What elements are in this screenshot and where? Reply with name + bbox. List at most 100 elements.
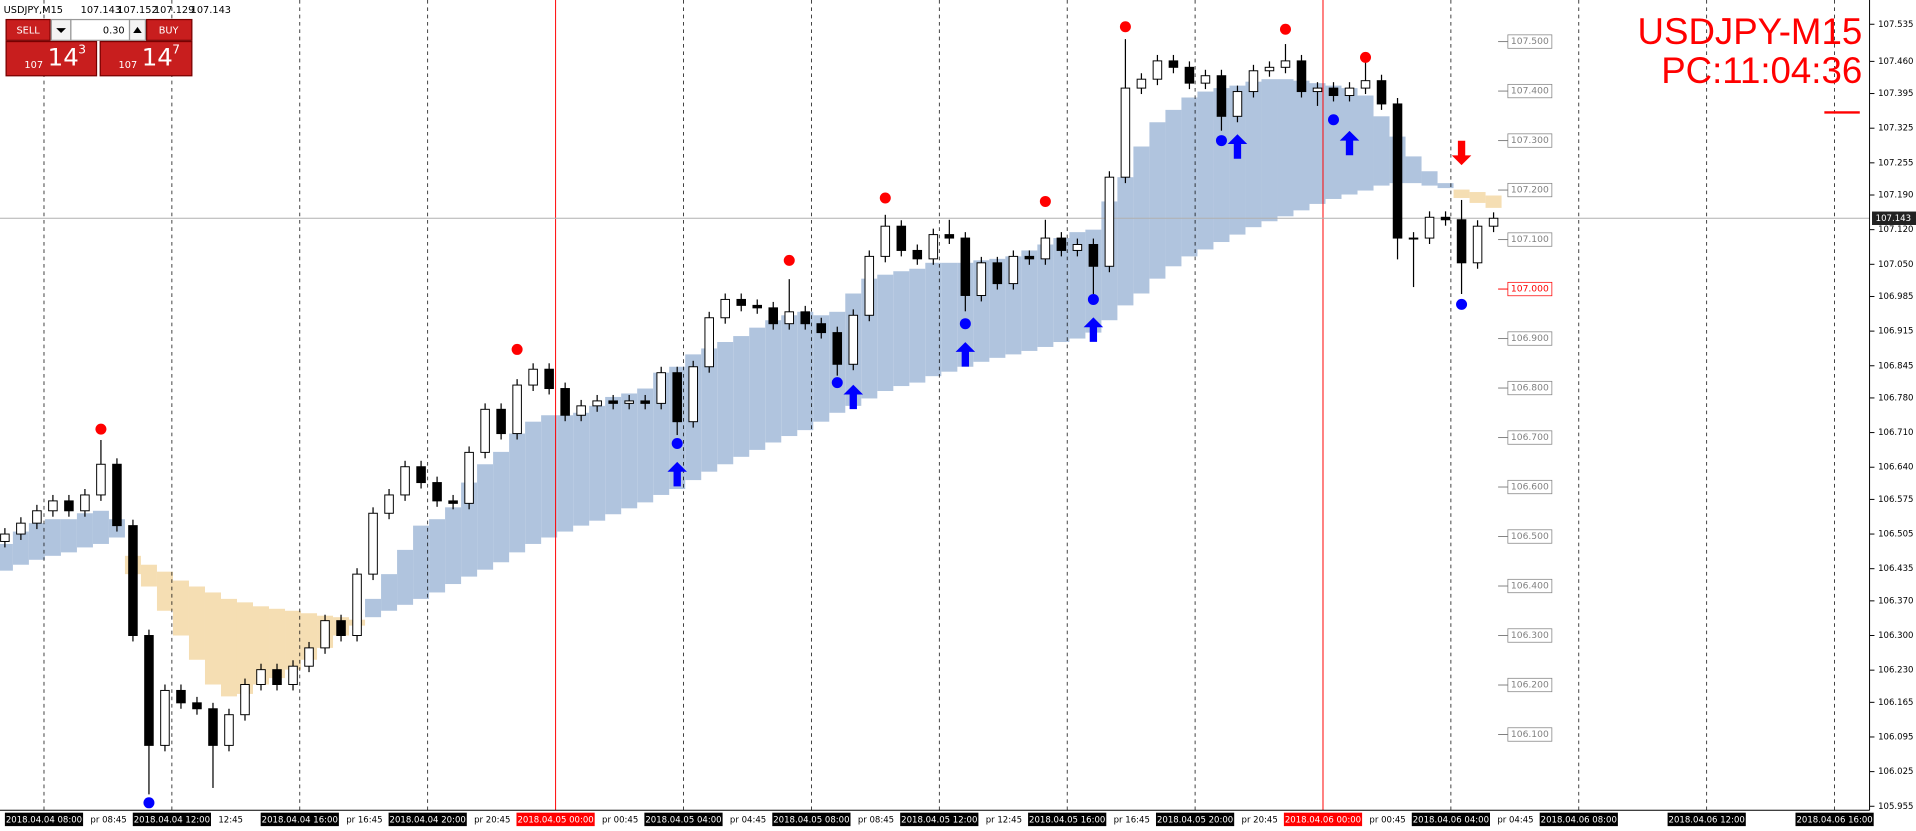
candle-body: [208, 708, 218, 746]
y-tick-label: 107.120: [1878, 225, 1913, 235]
buy-price-box[interactable]: [99, 40, 193, 77]
cloud-column: [413, 525, 430, 599]
cloud-column: [637, 388, 654, 503]
candle-body: [1328, 87, 1339, 97]
sell-button[interactable]: [5, 18, 51, 41]
signal-dot: [671, 437, 683, 449]
sell-label[interactable]: SELL: [16, 26, 40, 37]
buy-label[interactable]: BUY: [159, 26, 179, 37]
candle-body: [400, 466, 410, 496]
candle-body: [656, 372, 666, 404]
candle-body: [1344, 87, 1355, 97]
cloud-column: [1373, 116, 1390, 186]
candle-body: [1280, 60, 1291, 68]
cloud-column: [1181, 97, 1198, 257]
time-sublabel: pr 08:45: [90, 816, 126, 826]
signal-dot: [1360, 51, 1372, 63]
cloud-column: [1421, 171, 1438, 186]
time-sublabel: pr 04:45: [730, 816, 766, 826]
y-tick-label: 107.325: [1878, 124, 1913, 134]
candle-body: [480, 408, 490, 453]
time-label: 2018.04.05 20:00: [1157, 816, 1233, 826]
candle-body: [672, 372, 682, 423]
time-label: 2018.04.05 08:00: [773, 816, 849, 826]
candle-body: [544, 368, 554, 390]
y-tick-label: 107.255: [1878, 158, 1913, 168]
cloud-column: [909, 268, 926, 383]
candle-body: [640, 400, 650, 404]
candle-body: [1296, 60, 1307, 93]
level-box: [1507, 628, 1553, 643]
time-sublabel: pr 20:45: [474, 816, 510, 826]
y-tick-label: 107.395: [1878, 89, 1913, 99]
cloud-column: [60, 519, 77, 553]
candle-body: [1488, 217, 1499, 227]
candle-body: [1264, 66, 1275, 72]
cloud-column: [621, 393, 638, 509]
signal-dot: [879, 192, 891, 204]
level-box: [1507, 133, 1553, 148]
buy-button[interactable]: [146, 18, 193, 41]
candle-body: [912, 249, 923, 260]
cloud-column: [156, 571, 173, 611]
signal-dot: [95, 423, 107, 435]
sell-price-big: 14: [48, 43, 79, 72]
candle-body: [352, 573, 362, 636]
cloud-column: [941, 262, 958, 372]
time-label-bg: [1028, 812, 1107, 827]
level-label: 107.200: [1511, 185, 1549, 196]
candle-body: [1408, 237, 1419, 240]
candle-body: [224, 714, 234, 746]
candle-body: [384, 494, 394, 514]
cloud-column: [1069, 232, 1086, 339]
candle-body: [1424, 216, 1435, 239]
candle-body: [1152, 60, 1163, 80]
cloud-column: [1485, 195, 1502, 208]
candle-body: [1168, 60, 1179, 68]
level-box: [1507, 34, 1553, 49]
candle-body: [1088, 244, 1099, 267]
candle-body: [48, 500, 58, 512]
cloud-column: [269, 608, 286, 679]
cloud-column: [220, 598, 237, 697]
y-tick-label: 107.460: [1878, 57, 1913, 67]
candle-body: [864, 255, 875, 316]
cloud-column: [525, 421, 542, 544]
y-tick-label: 106.710: [1878, 428, 1913, 438]
candle-body: [992, 262, 1003, 285]
level-label: 106.400: [1511, 581, 1549, 592]
time-label-bg: [132, 812, 211, 827]
cloud-column: [188, 586, 205, 660]
cloud-column: [172, 580, 189, 636]
level-label: 106.900: [1511, 333, 1549, 344]
candle-body: [880, 225, 891, 257]
y-tick-label: 106.915: [1878, 327, 1913, 337]
time-label-bg: [1539, 812, 1618, 827]
candle-body: [512, 384, 522, 435]
sell-price-box[interactable]: [5, 40, 98, 77]
cloud-column: [1277, 79, 1294, 217]
cloud-column: [236, 602, 254, 694]
candle-body: [1376, 80, 1387, 105]
candle-body: [1360, 80, 1371, 89]
level-label: 106.700: [1511, 432, 1549, 443]
buy-arrow: [955, 342, 976, 367]
time-label-bg: [1667, 812, 1746, 827]
candle-body: [432, 482, 442, 502]
cloud-column: [1053, 238, 1070, 343]
candle-body: [240, 684, 250, 716]
candle-body: [1056, 237, 1067, 251]
level-label: 107.400: [1511, 86, 1549, 97]
candle-body: [144, 635, 154, 746]
cloud-column: [765, 320, 782, 443]
candle-body: [1216, 75, 1227, 117]
signal-dot: [1456, 298, 1468, 310]
candle-body: [592, 400, 602, 407]
lot-value: 0.30: [103, 26, 125, 37]
candle-body: [16, 522, 26, 535]
level-box: [1507, 479, 1553, 495]
buy-arrow: [843, 384, 864, 410]
cloud-column: [893, 271, 910, 387]
time-label-bg: [1411, 812, 1490, 827]
